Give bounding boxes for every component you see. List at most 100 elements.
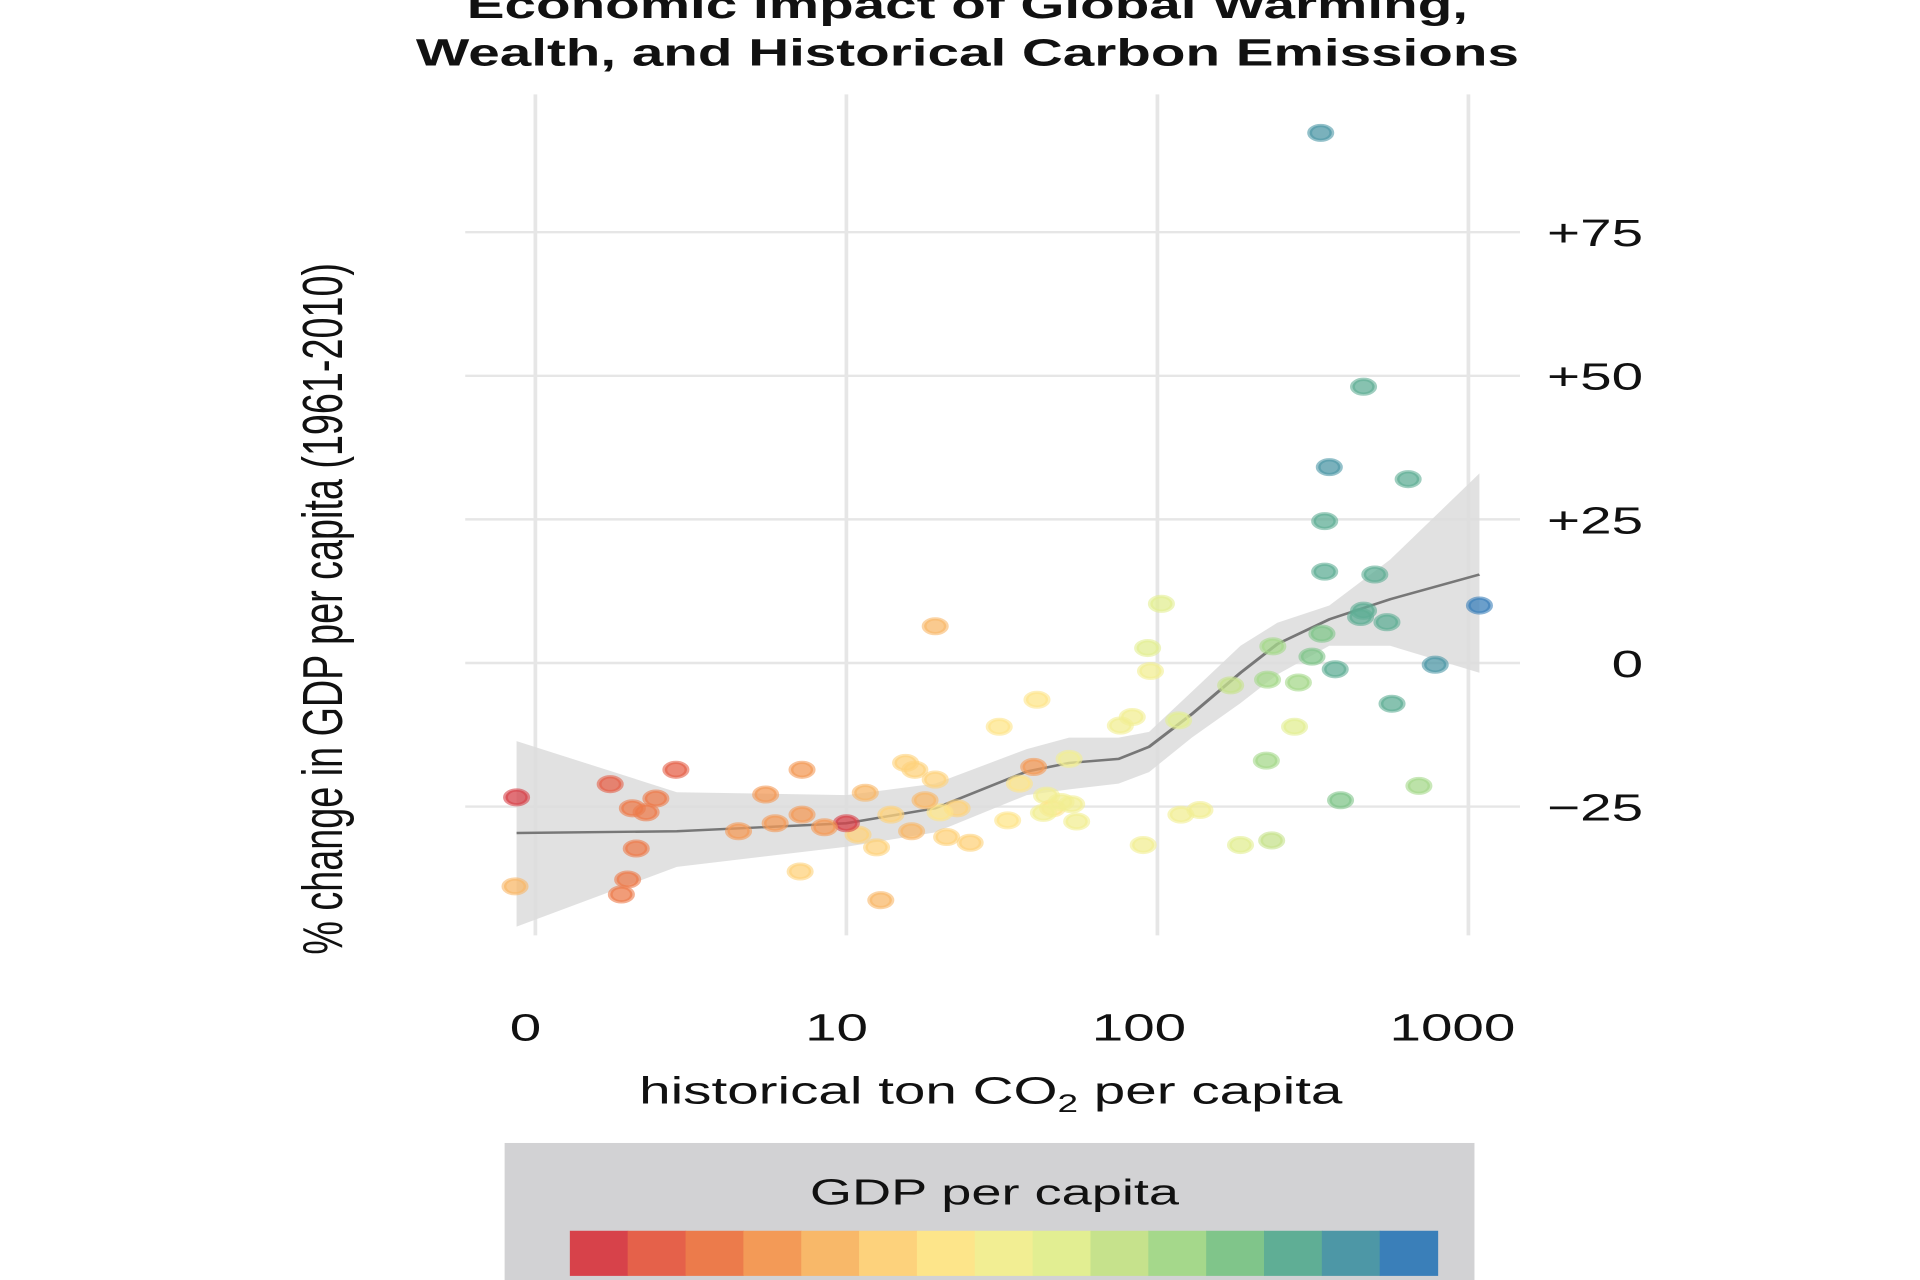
data-point: [1347, 608, 1375, 627]
data-point: [1361, 565, 1389, 584]
data-point: [1321, 660, 1349, 679]
colorbar-segment: [1379, 1230, 1439, 1276]
data-point: [1315, 458, 1343, 477]
x-tick-labels: 0 10 100 1000: [510, 1007, 1516, 1049]
data-point: [1058, 795, 1086, 814]
confidence-band: [516, 473, 1480, 927]
data-point: [761, 814, 789, 833]
colorbar-segment: [627, 1230, 687, 1276]
data-point: [1055, 749, 1083, 768]
data-point: [596, 775, 624, 794]
data-point: [898, 822, 926, 841]
x-axis-label-subscript: 2: [1058, 1090, 1079, 1117]
colorbar-segment: [974, 1230, 1034, 1276]
scatter-points: [501, 123, 1493, 910]
y-tick-label: +25: [1547, 500, 1643, 542]
legend-colorbar: [569, 1230, 1439, 1276]
x-tick-label: 100: [1092, 1007, 1186, 1049]
data-point: [1005, 774, 1033, 793]
data-point: [1147, 594, 1175, 613]
data-point: [956, 833, 984, 852]
data-point: [786, 862, 814, 881]
data-point: [1259, 637, 1287, 656]
data-point: [1252, 751, 1280, 770]
data-point: [788, 760, 816, 779]
legend-title: GDP per capita: [810, 1172, 1180, 1213]
x-tick-label: 10: [805, 1007, 868, 1049]
colorbar-segment: [801, 1230, 860, 1276]
data-point: [642, 789, 670, 808]
x-tick-label: 1000: [1389, 1007, 1515, 1049]
colorbar-segment: [569, 1230, 629, 1276]
data-point: [901, 760, 929, 779]
data-point: [1421, 655, 1449, 674]
colorbar-segment: [1206, 1230, 1265, 1276]
trend-line: [516, 573, 1481, 835]
data-point: [921, 617, 949, 636]
y-tick-labels: −25 0 +25 +50 +75: [1547, 212, 1643, 829]
x-axis-label: historical ton CO2 per capita: [639, 1070, 1343, 1117]
data-point: [810, 818, 838, 837]
legend: GDP per capita: [504, 1142, 1475, 1280]
data-point: [1020, 757, 1048, 776]
data-point: [1350, 377, 1378, 396]
data-point: [1023, 690, 1051, 709]
data-point: [1378, 694, 1406, 713]
colorbar-segment: [1264, 1230, 1323, 1276]
data-point: [622, 839, 650, 858]
data-point: [863, 838, 891, 857]
data-point: [1029, 803, 1057, 822]
data-point: [1165, 711, 1193, 730]
chart-title-line-2: Wealth, and Historical Carbon Emissions: [416, 32, 1519, 74]
data-point: [788, 805, 816, 824]
x-axis-label-tail: per capita: [1078, 1070, 1343, 1112]
data-point: [1129, 836, 1157, 855]
trend-line-group: [516, 573, 1481, 835]
y-axis-label: % change in GDP per capita (1961-2010): [292, 263, 356, 955]
data-point: [985, 717, 1013, 736]
colorbar-segment: [1321, 1230, 1381, 1276]
colorbar-segment: [685, 1230, 744, 1276]
data-point: [607, 885, 635, 904]
data-point: [1311, 562, 1339, 581]
data-point: [867, 891, 895, 910]
data-point: [994, 811, 1022, 830]
data-point: [614, 870, 642, 889]
colorbar-segment: [1032, 1230, 1092, 1276]
data-point: [503, 788, 531, 807]
data-point: [851, 783, 879, 802]
y-tick-label: −25: [1547, 787, 1643, 829]
data-point: [1186, 800, 1214, 820]
data-point: [725, 822, 753, 841]
data-point: [1118, 707, 1146, 726]
data-point: [1136, 661, 1165, 681]
data-point: [1307, 123, 1335, 142]
data-point: [1134, 639, 1162, 658]
data-point: [1217, 676, 1245, 695]
data-point: [1405, 776, 1433, 795]
data-point: [1258, 831, 1286, 850]
data-point: [1226, 836, 1255, 855]
data-point: [933, 827, 961, 847]
colorbar-segment: [916, 1230, 976, 1276]
data-point: [1373, 613, 1401, 632]
data-point: [752, 785, 780, 804]
y-tick-label: +75: [1547, 212, 1643, 254]
y-tick-label: +50: [1547, 356, 1643, 398]
colorbar-segment: [1148, 1230, 1207, 1276]
data-point: [832, 814, 860, 833]
data-point: [662, 760, 690, 779]
x-axis-label-main: historical ton CO: [639, 1070, 1057, 1112]
y-tick-label: 0: [1612, 643, 1643, 685]
data-point: [1394, 470, 1422, 489]
data-point: [1284, 673, 1312, 692]
data-point: [1063, 812, 1091, 831]
data-point: [1254, 670, 1282, 689]
data-point: [1465, 596, 1493, 615]
data-point: [921, 770, 949, 789]
data-point: [1311, 512, 1339, 531]
chart-title-line-1: Economic Impact of Global Warming,: [467, 0, 1468, 27]
data-point: [911, 791, 939, 810]
data-point: [1298, 647, 1326, 666]
data-point: [501, 877, 529, 896]
